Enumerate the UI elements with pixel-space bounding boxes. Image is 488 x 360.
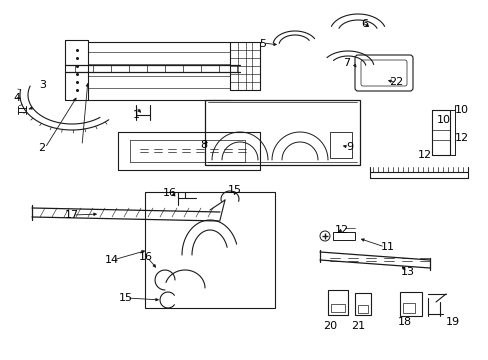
Text: 17: 17 [65, 210, 79, 220]
Bar [327, 290, 347, 315]
Bar [402, 303, 414, 313]
Text: 13: 13 [400, 267, 414, 277]
Bar [354, 293, 370, 315]
Text: 21: 21 [350, 321, 365, 331]
Text: 15: 15 [119, 293, 133, 303]
Bar [204, 100, 359, 165]
Text: 8: 8 [200, 140, 207, 150]
Text: 12: 12 [417, 150, 431, 160]
Bar [431, 110, 449, 155]
Bar [330, 304, 345, 312]
Bar [332, 232, 354, 240]
Text: 20: 20 [322, 321, 336, 331]
Bar [399, 292, 421, 316]
Bar [357, 305, 367, 313]
Text: 22: 22 [388, 77, 402, 87]
Text: 3: 3 [40, 80, 46, 90]
Text: 6: 6 [361, 19, 368, 29]
Text: 19: 19 [445, 317, 459, 327]
Text: 7: 7 [343, 58, 350, 68]
Text: 16: 16 [139, 252, 153, 262]
Text: 18: 18 [397, 317, 411, 327]
Text: 9: 9 [346, 142, 353, 152]
Text: 1: 1 [132, 110, 139, 120]
Text: 10: 10 [436, 115, 450, 125]
Text: 12: 12 [334, 225, 348, 235]
Text: 4: 4 [13, 93, 20, 103]
Text: 15: 15 [227, 185, 242, 195]
Text: 16: 16 [163, 188, 177, 198]
Text: 11: 11 [380, 242, 394, 252]
Bar [329, 132, 351, 158]
Text: 10: 10 [454, 105, 468, 115]
Text: 12: 12 [454, 133, 468, 143]
Text: 14: 14 [105, 255, 119, 265]
Text: 5: 5 [259, 39, 266, 49]
Text: 2: 2 [39, 143, 45, 153]
